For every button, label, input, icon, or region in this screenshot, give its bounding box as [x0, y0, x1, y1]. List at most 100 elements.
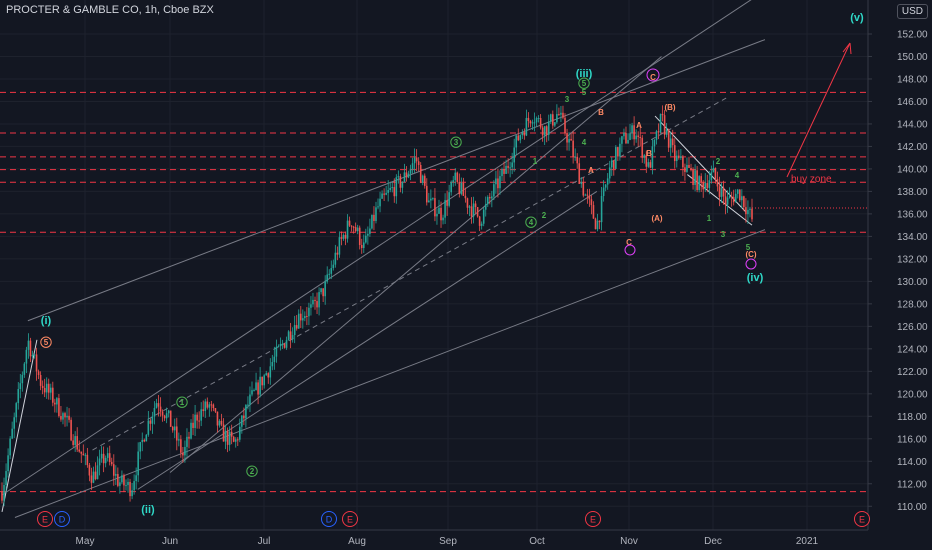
candle-body	[84, 454, 87, 456]
candle-body	[86, 454, 89, 466]
candle-body	[446, 200, 448, 206]
candle-body	[482, 209, 485, 224]
candle-body	[736, 189, 739, 194]
candle-body	[342, 234, 345, 239]
candle-body	[612, 160, 615, 169]
candle-body	[291, 335, 294, 340]
candle-body	[188, 436, 190, 439]
candle-body	[338, 237, 341, 255]
candle-body	[206, 401, 209, 408]
channel-mid-2	[169, 56, 662, 473]
candle-body	[208, 404, 211, 408]
candle-body	[592, 205, 595, 219]
candle-body	[606, 178, 609, 185]
candle-body	[745, 207, 747, 215]
candle-body	[454, 172, 457, 181]
candle-body	[318, 292, 320, 308]
candle-body	[35, 354, 38, 372]
candle-body	[415, 157, 418, 162]
candle-body	[379, 198, 381, 207]
candle-body	[277, 346, 280, 348]
candle-body	[320, 288, 322, 293]
candle-body	[328, 273, 331, 275]
candle-body	[245, 405, 247, 419]
candle-body	[180, 439, 182, 453]
projection-arrow	[786, 42, 851, 178]
candle-body	[425, 185, 428, 203]
channel-lower	[14, 229, 766, 518]
candle-body	[344, 234, 347, 239]
event-marker-E	[37, 511, 53, 527]
wave-label-2-circle	[246, 465, 258, 477]
candle-body	[405, 172, 408, 178]
candle-body	[696, 170, 698, 191]
candle-body	[688, 164, 690, 168]
candle-body	[665, 129, 668, 135]
candle-body	[478, 216, 481, 226]
candle-body	[710, 172, 713, 181]
candle-body	[444, 200, 446, 218]
candle-body	[671, 138, 674, 146]
candle-body	[519, 135, 522, 141]
candle-body	[582, 182, 585, 196]
candle-body	[507, 165, 509, 168]
candle-body	[92, 471, 95, 483]
arrow-head	[842, 42, 852, 55]
wave-label-5-top-circle	[40, 336, 52, 348]
candle-body	[218, 420, 221, 426]
candle-body	[635, 135, 637, 140]
candle-body	[80, 451, 83, 454]
candle-body	[743, 196, 745, 208]
candle-body	[163, 415, 166, 419]
candle-body	[11, 428, 13, 439]
candle-body	[62, 413, 64, 420]
wave-label-1: 1	[180, 398, 185, 407]
candle-body	[287, 331, 290, 341]
price-tick-label: 140.00	[897, 164, 928, 175]
candle-body	[127, 481, 129, 486]
candle-body	[302, 318, 304, 321]
candle-body	[385, 192, 387, 195]
price-tick-label: 142.00	[897, 142, 928, 153]
candle-body	[232, 436, 235, 442]
event-marker-D	[321, 511, 337, 527]
wave-label-4-circle	[525, 216, 537, 228]
candle-body	[525, 117, 528, 136]
candle-body	[312, 299, 314, 305]
candle-body	[730, 195, 733, 198]
candle-body	[137, 451, 139, 476]
candle-body	[586, 194, 589, 196]
candle-body	[604, 184, 607, 188]
candle-body	[535, 118, 538, 123]
candle-body	[700, 176, 702, 183]
candle-body	[434, 198, 436, 217]
candle-body	[210, 404, 213, 406]
candle-body	[517, 135, 520, 141]
candle-body	[17, 389, 20, 404]
candle-body	[106, 453, 109, 458]
candle-body	[430, 198, 432, 201]
price-tick-label: 136.00	[897, 209, 928, 220]
candle-body	[348, 220, 351, 226]
price-tick-label: 130.00	[897, 277, 928, 288]
currency-button[interactable]: USD	[896, 4, 928, 19]
candlestick-series	[1, 104, 753, 507]
candle-body	[186, 436, 188, 447]
price-tick-label: 148.00	[897, 74, 928, 85]
candle-body	[409, 169, 412, 174]
sub-3: 3	[565, 95, 570, 104]
candle-body	[74, 436, 76, 445]
event-marker-text: D	[326, 515, 333, 525]
channel-dashed	[92, 97, 727, 451]
candle-body	[279, 343, 282, 347]
candle-body	[726, 197, 729, 205]
candle-body	[521, 132, 524, 136]
candle-body	[336, 252, 339, 255]
candle-body	[9, 438, 11, 456]
candle-body	[531, 122, 534, 124]
time-tick-label: Sep	[439, 536, 457, 547]
candle-body	[600, 196, 603, 223]
candle-body	[456, 172, 459, 182]
candle-body	[698, 176, 700, 191]
